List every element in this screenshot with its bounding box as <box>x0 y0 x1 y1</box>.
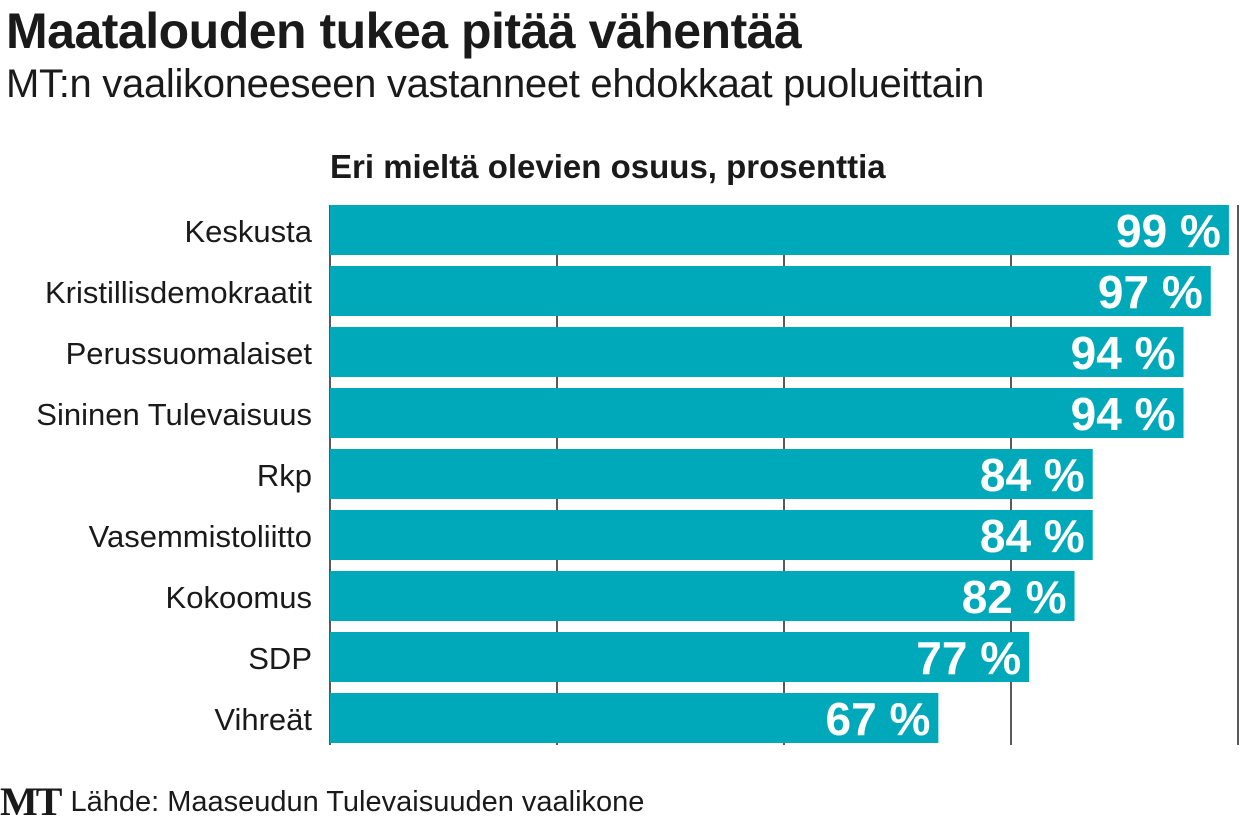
bar-perussuomalaiset <box>330 327 1184 377</box>
bar-kristillisdemokraatit <box>330 266 1211 316</box>
category-label: Kristillisdemokraatit <box>45 275 312 310</box>
value-label: 99 % <box>1116 205 1221 257</box>
value-label: 77 % <box>916 632 1021 684</box>
value-label: 84 % <box>980 510 1085 562</box>
mt-logo: MT <box>0 779 62 824</box>
bar-kokoomus <box>330 571 1075 621</box>
value-label: 94 % <box>1071 388 1176 440</box>
value-label: 84 % <box>980 449 1085 501</box>
bar-rkp <box>330 449 1093 499</box>
bar-vihreät <box>330 693 939 743</box>
bar-sininen-tulevaisuus <box>330 388 1184 438</box>
category-label: Perussuomalaiset <box>66 336 313 371</box>
value-label: 94 % <box>1071 327 1176 379</box>
chart-subtitle: MT:n vaalikoneeseen vastanneet ehdokkaat… <box>6 62 985 106</box>
value-label: 82 % <box>962 571 1067 623</box>
category-label: Vihreät <box>214 702 312 737</box>
source-text: Lähde: Maaseudun Tulevaisuuden vaalikone <box>70 785 645 818</box>
chart-title: Maatalouden tukea pitää vähentää <box>6 3 802 59</box>
bar-vasemmistoliitto <box>330 510 1093 560</box>
category-label: Keskusta <box>184 214 312 249</box>
category-label: SDP <box>248 641 312 676</box>
category-labels: Keskusta Kristillisdemokraatit Perussuomal… <box>36 214 312 737</box>
category-label: Sininen Tulevaisuus <box>36 397 312 432</box>
value-label: 97 % <box>1098 266 1203 318</box>
bar-sdp <box>330 632 1030 682</box>
footer: MT Lähde: Maaseudun Tulevaisuuden vaalik… <box>0 780 644 824</box>
chart-heading: Eri mieltä olevien osuus, prosenttia <box>330 148 886 185</box>
bars <box>330 205 1229 743</box>
bar-keskusta <box>330 205 1229 255</box>
category-label: Rkp <box>257 458 312 493</box>
category-label: Kokoomus <box>166 580 312 615</box>
value-label: 67 % <box>826 693 931 745</box>
category-label: Vasemmistoliitto <box>89 519 312 554</box>
value-labels: 99 % 97 % 94 % 94 % 84 % 84 % 82 % 77 % 67 % <box>826 205 1221 745</box>
